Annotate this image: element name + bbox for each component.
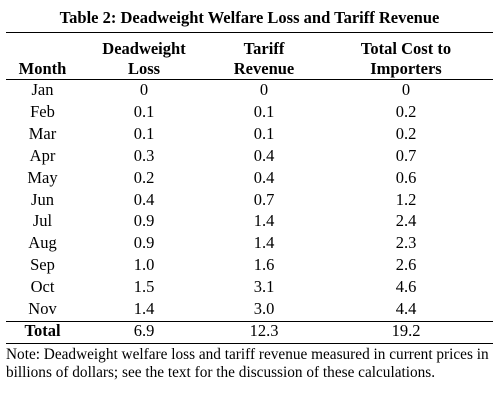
cell-total: 0.7 [395, 145, 417, 165]
cell-deadweight: 1.5 [133, 277, 155, 297]
table-row: Apr 0.3 0.4 0.7 [6, 145, 493, 167]
cell-deadweight: 0.1 [133, 101, 155, 121]
cell-tariff: 1.4 [253, 211, 275, 231]
cell-total: 2.6 [395, 255, 417, 275]
cell-month: Mar [28, 123, 57, 143]
table-row: Jan 0 0 0 [6, 79, 493, 101]
cell-month: Sep [30, 255, 55, 275]
cell-tariff: 0.4 [253, 145, 275, 165]
total-row: Total 6.9 12.3 19.2 [6, 320, 493, 342]
header-deadweight-loss: Deadweight Loss [102, 39, 186, 78]
cell-total: 2.4 [395, 211, 417, 231]
data-table: Month Deadweight Loss Tariff Revenue Total… [6, 35, 493, 342]
cell-tariff: 0 [259, 80, 269, 99]
total-cost: 19.2 [391, 320, 421, 340]
cell-deadweight: 0.1 [133, 123, 155, 143]
header-total-cost: Total Cost to Importers [360, 39, 452, 78]
cell-month: Jul [32, 211, 53, 231]
cell-deadweight: 0.9 [133, 211, 155, 231]
cell-total: 0 [401, 80, 411, 99]
cell-tariff: 3.1 [253, 277, 275, 297]
cell-total: 2.3 [395, 233, 417, 253]
cell-total: 0.6 [395, 167, 417, 187]
cell-total: 4.6 [395, 277, 417, 297]
table-note: Note: Deadweight welfare loss and tariff… [6, 346, 489, 381]
cell-tariff: 0.1 [253, 101, 275, 121]
table-row: Sep 1.0 1.6 2.6 [6, 254, 493, 276]
table-row: Nov 1.4 3.0 4.4 [6, 298, 493, 320]
total-top-rule [6, 321, 493, 322]
cell-month: Aug [28, 233, 57, 253]
cell-deadweight: 0.3 [133, 145, 155, 165]
table-row: Jun 0.4 0.7 1.2 [6, 189, 493, 211]
header-rule [6, 79, 493, 80]
cell-month: Nov [28, 299, 57, 319]
cell-total: 1.2 [395, 189, 417, 209]
cell-deadweight: 0.4 [133, 189, 155, 209]
cell-month: Jun [31, 189, 54, 209]
table-row: Mar 0.1 0.1 0.2 [6, 123, 493, 145]
header-row: Month Deadweight Loss Tariff Revenue Total… [6, 35, 493, 79]
table-row: Aug 0.9 1.4 2.3 [6, 232, 493, 254]
cell-tariff: 1.4 [253, 233, 275, 253]
table-title: Table 2: Deadweight Welfare Loss and Tar… [59, 8, 440, 27]
table-row: Feb 0.1 0.1 0.2 [6, 101, 493, 123]
header-tariff-revenue: Tariff Revenue [233, 39, 295, 78]
cell-deadweight: 0.2 [133, 167, 155, 187]
total-deadweight: 6.9 [133, 320, 155, 340]
cell-total: 0.2 [395, 101, 417, 121]
total-label: Total [24, 320, 61, 340]
cell-tariff: 3.0 [253, 299, 275, 319]
header-month: Month [18, 59, 67, 78]
cell-deadweight: 1.4 [133, 299, 155, 319]
total-bottom-rule [6, 343, 493, 344]
cell-total: 0.2 [395, 123, 417, 143]
cell-deadweight: 1.0 [133, 255, 155, 275]
cell-deadweight: 0.9 [133, 233, 155, 253]
top-rule [6, 32, 493, 33]
cell-month: Apr [29, 145, 56, 165]
total-tariff: 12.3 [249, 320, 279, 340]
cell-tariff: 0.4 [253, 167, 275, 187]
table-row: Jul 0.9 1.4 2.4 [6, 210, 493, 232]
cell-deadweight: 0 [139, 80, 149, 99]
cell-tariff: 0.7 [253, 189, 275, 209]
cell-total: 4.4 [395, 299, 417, 319]
cell-month: Oct [30, 277, 55, 297]
cell-tariff: 0.1 [253, 123, 275, 143]
cell-month: Jan [31, 80, 54, 99]
table-row: May 0.2 0.4 0.6 [6, 167, 493, 189]
table-row: Oct 1.5 3.1 4.6 [6, 276, 493, 298]
cell-tariff: 1.6 [253, 255, 275, 275]
cell-month: Feb [30, 101, 55, 121]
cell-month: May [27, 167, 58, 187]
